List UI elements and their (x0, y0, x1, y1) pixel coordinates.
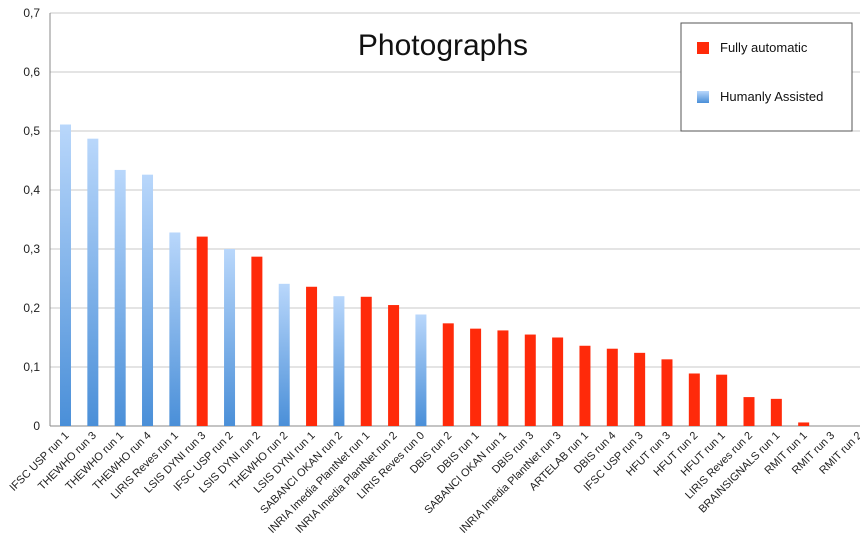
bar (579, 345, 591, 426)
bar (798, 422, 810, 426)
y-tick-label: 0,7 (23, 6, 40, 20)
bar (716, 374, 728, 426)
bar (142, 174, 154, 426)
bar (114, 169, 126, 426)
bar (251, 256, 263, 426)
bar (415, 314, 427, 426)
legend-swatch-fully-automatic (697, 42, 709, 54)
legend-swatch-humanly-assisted (697, 91, 709, 103)
bar (87, 138, 99, 427)
y-tick-label: 0 (33, 419, 40, 433)
bar (388, 305, 400, 426)
bar (333, 296, 345, 426)
bar (524, 334, 536, 426)
y-tick-label: 0,3 (23, 242, 40, 256)
bar (606, 348, 618, 426)
bar (470, 328, 482, 426)
legend-box (680, 22, 853, 132)
bar (196, 236, 208, 426)
y-tick-label: 0,1 (23, 360, 40, 374)
bar (688, 373, 700, 426)
bars (60, 124, 810, 427)
bar (770, 398, 782, 426)
bar (169, 232, 181, 426)
bar (497, 330, 509, 426)
bar (60, 124, 71, 426)
y-tick-label: 0,5 (23, 124, 40, 138)
chart-title: Photographs (358, 29, 528, 62)
bar (360, 296, 372, 426)
bar (661, 359, 673, 426)
bar (224, 249, 236, 426)
legend-label-humanly-assisted: Humanly Assisted (720, 89, 823, 104)
y-axis: 0 0,1 0,2 0,3 0,4 0,5 0,6 0,7 (23, 6, 51, 433)
legend: Fully automatic Humanly Assisted (680, 22, 853, 132)
y-tick-label: 0,2 (23, 301, 40, 315)
bar (743, 397, 755, 426)
bar (634, 352, 646, 426)
legend-label-fully-automatic: Fully automatic (720, 40, 808, 55)
y-tick-label: 0,4 (23, 183, 40, 197)
bar (442, 323, 454, 426)
bar (278, 283, 290, 426)
bar (306, 286, 318, 426)
y-tick-label: 0,6 (23, 65, 40, 79)
bar (552, 337, 564, 426)
gridlines (50, 12, 860, 427)
